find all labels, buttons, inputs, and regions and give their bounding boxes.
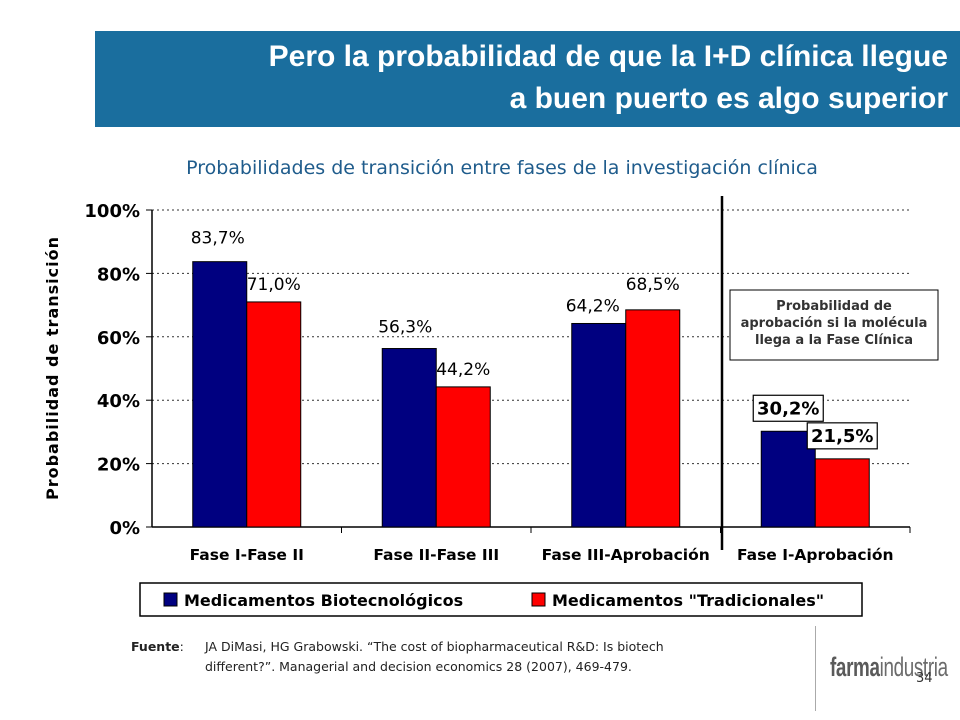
chart-subtitle: Probabilidades de transición entre fases… [186,157,818,179]
bar-traditional [435,386,491,528]
source-label: Fuente [131,639,180,654]
source-citation: JA DiMasi, HG Grabowski. “The cost of bi… [205,637,664,677]
data-label: 64,2% [566,296,620,316]
bar-chart: 0% 20% 40% 60% 80% 100% Probabilidad de transi… [43,196,939,617]
data-label: 30,2% [757,398,819,419]
bar-biotech [571,322,627,528]
bar-traditional [625,309,681,528]
annotation-text: aprobación si la molécula [741,316,928,331]
legend-swatch [163,592,178,607]
x-tick-label: Fase III-Aprobación [542,546,710,564]
slide-title-line-2: a buen puerto es algo superior [509,82,948,115]
source-line-2: different?”. Managerial and decision eco… [205,659,632,674]
y-tick-label: 100% [84,201,140,222]
y-tick-label: 80% [97,264,140,285]
bar-biotech [381,348,437,528]
farmaindustria-logo: farmaindustria [830,652,948,683]
y-axis-title: Probabilidad de transición [43,236,62,500]
legend-label: Medicamentos "Tradicionales" [552,591,824,610]
title-banner: Pero la probabilidad de que la I+D clíni… [95,31,960,127]
legend-swatch [531,592,546,607]
source-label-wrap: Fuente: [131,637,184,657]
slide-title-line-1: Pero la probabilidad de que la I+D clíni… [268,40,948,73]
data-label-box [806,422,878,450]
legend-box [139,582,863,617]
data-label: 83,7% [191,229,245,249]
bar-traditional [246,301,302,528]
bar-biotech [760,430,816,528]
data-label: 56,3% [378,318,432,338]
y-tick-label: 60% [97,328,140,349]
x-tick-label: Fase II-Fase III [373,546,499,564]
bar-traditional [814,458,870,528]
data-label-box [752,394,824,422]
x-tick-label: Fase I-Aprobación [737,546,894,564]
data-label: 21,5% [811,426,873,447]
y-tick-label: 20% [97,455,140,476]
y-tick-label: 40% [97,391,140,412]
source-colon: : [179,639,184,654]
annotation-box [729,289,939,361]
annotation-text: Probabilidad de [776,299,892,314]
data-label: 71,0% [247,275,301,295]
y-tick-label: 0% [109,518,140,539]
page-number: 34 [916,671,933,686]
data-label: 68,5% [626,275,680,295]
source-line-1: JA DiMasi, HG Grabowski. “The cost of bi… [205,639,664,654]
data-label: 44,2% [436,360,490,380]
bar-biotech [192,261,248,528]
logo-divider [815,626,816,711]
logo-light-part: industria [879,652,948,682]
annotation-text: llega a la Fase Clínica [755,333,913,348]
x-tick-label: Fase I-Fase II [190,546,304,564]
legend-label: Medicamentos Biotecnológicos [184,591,463,610]
logo-bold-part: farma [830,652,880,682]
